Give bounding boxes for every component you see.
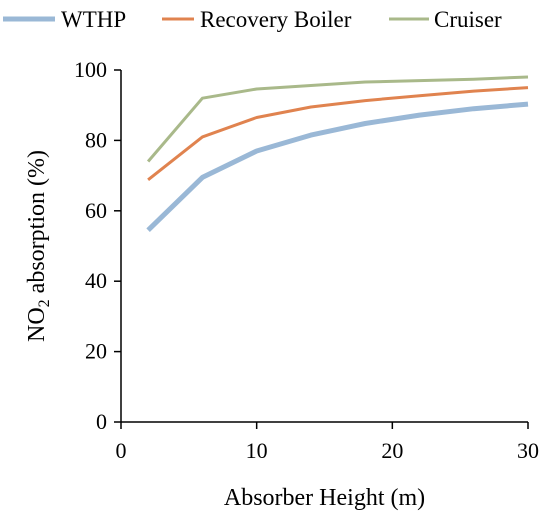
x-tick-label: 30	[517, 438, 539, 463]
y-tick-label: 40	[85, 268, 107, 293]
y-tick-label: 100	[74, 57, 107, 82]
y-axis-label-main: NO	[24, 307, 50, 342]
ticks-layer: 0 20 40 60 80 100 0 10 20 30	[74, 57, 539, 463]
series-line-cruiser	[146, 75, 529, 163]
legend-label-recovery-boiler: Recovery Boiler	[200, 7, 352, 32]
y-axis-label-subscript: 2	[36, 299, 53, 307]
y-tick-label: 20	[85, 339, 107, 364]
series-line-recovery-boiler	[147, 86, 529, 181]
y-tick-label: 60	[85, 198, 107, 223]
y-axis-label-rest: absorption (%)	[24, 150, 50, 299]
x-tick-label: 0	[116, 438, 127, 463]
legend: WTHP Recovery Boiler Cruiser	[3, 7, 502, 32]
y-tick-label: 80	[85, 127, 107, 152]
legend-label-cruiser: Cruiser	[434, 7, 502, 32]
legend-label-wthp: WTHP	[61, 7, 126, 32]
x-axis-label: Absorber Height (m)	[224, 485, 425, 511]
axes-layer	[120, 70, 528, 423]
y-axis-label: NO2 absorption (%)	[24, 150, 53, 342]
x-tick-label: 20	[381, 438, 403, 463]
y-tick-label: 0	[96, 409, 107, 434]
series-layer	[146, 75, 529, 232]
series-line-wthp	[146, 101, 529, 232]
x-tick-label: 10	[246, 438, 268, 463]
